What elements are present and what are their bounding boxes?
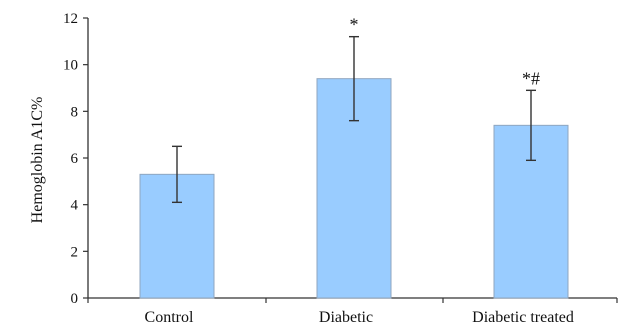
x-category-label: Diabetic treated xyxy=(472,309,574,326)
y-tick-label: 6 xyxy=(71,151,79,167)
x-axis-labels: Control Diabetic Diabetic treated xyxy=(145,309,574,326)
y-tick-label: 4 xyxy=(71,198,79,214)
significance-marker: *# xyxy=(522,68,540,88)
x-category-label: Control xyxy=(145,309,194,326)
y-tick-label: 10 xyxy=(63,58,78,74)
y-tick-label: 8 xyxy=(71,104,79,120)
error-bars xyxy=(172,35,536,204)
annotations: * *# xyxy=(350,15,541,89)
y-tick-label: 2 xyxy=(71,244,79,260)
y-axis-ticks: 0 2 4 6 8 10 12 xyxy=(63,11,88,307)
x-category-label: Diabetic xyxy=(319,309,373,326)
y-tick-label: 0 xyxy=(71,291,79,307)
y-tick-label: 12 xyxy=(63,11,78,27)
y-axis-title: Hemoglobin A1C% xyxy=(29,97,46,224)
significance-marker: * xyxy=(350,15,359,35)
